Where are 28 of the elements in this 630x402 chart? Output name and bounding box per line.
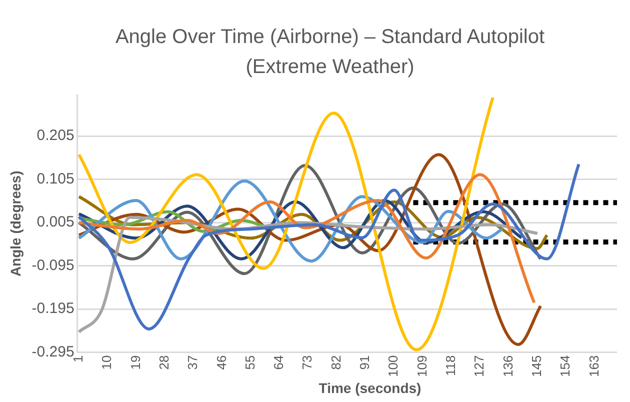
y-tick-label: 0.005 xyxy=(36,214,74,231)
line-series xyxy=(77,162,580,330)
x-tick-label: 28 xyxy=(156,355,172,370)
x-tick-label: 100 xyxy=(386,355,401,378)
y-tick-label: 0.205 xyxy=(36,127,74,144)
x-tick-label: 82 xyxy=(328,355,344,370)
x-tick-label: 73 xyxy=(300,355,315,370)
x-tick-label: 64 xyxy=(271,355,286,370)
y-axis-title: Angle (degrees) xyxy=(7,170,24,277)
x-tick-label: 163 xyxy=(586,355,602,378)
x-tick-label: 136 xyxy=(500,355,516,378)
line-series xyxy=(77,173,536,304)
x-tick-label: 127 xyxy=(472,355,487,378)
chart-title: Angle Over Time (Airborne) – Standard Autopilot (Extreme Weather) xyxy=(115,25,545,80)
x-tick-label: 10 xyxy=(99,355,114,370)
x-tick-label: 145 xyxy=(528,355,544,378)
y-tick-label: -0.095 xyxy=(32,256,74,274)
x-axis-title: Time (seconds) xyxy=(318,380,422,396)
x-tick-label: 46 xyxy=(214,355,229,370)
y-tick-label: 0.105 xyxy=(36,170,74,188)
x-tick-label: 154 xyxy=(558,355,573,378)
y-tick-label: -0.195 xyxy=(32,300,74,318)
x-tick-label: 37 xyxy=(185,355,200,370)
x-tick-label: 118 xyxy=(443,355,458,376)
x-tick-label: 19 xyxy=(128,355,143,370)
x-tick-label: 55 xyxy=(242,355,258,370)
x-tick-label: 91 xyxy=(357,355,372,370)
x-tick-label: 109 xyxy=(414,355,430,378)
